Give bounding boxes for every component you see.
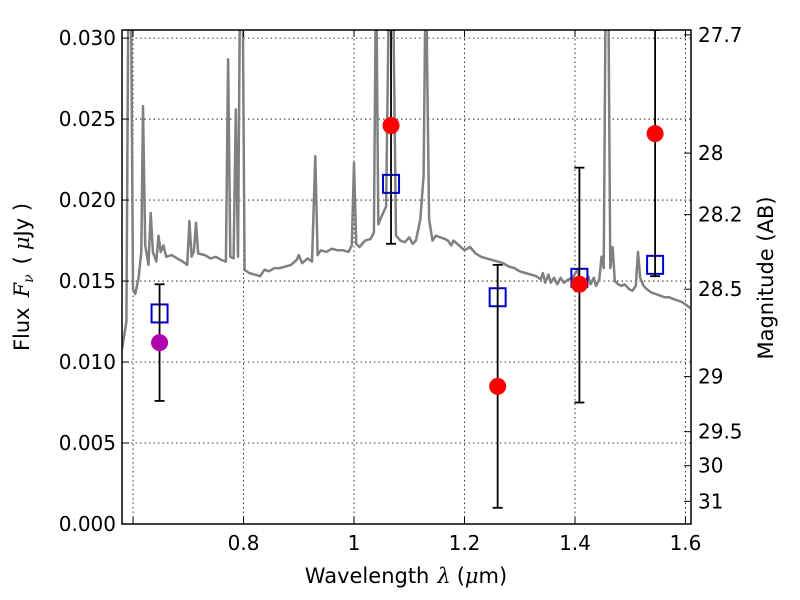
y-axis-title: FluxFν(μJy ): [10, 203, 37, 351]
y2-tick-label: 28.5: [698, 277, 743, 301]
photometry-point: [646, 125, 664, 143]
y2-tick-label: 27.7: [698, 23, 743, 47]
photometry-point: [382, 117, 400, 135]
y2-tick-label: 29.5: [698, 420, 743, 444]
y2-tick-label: 31: [698, 489, 723, 513]
y-tick-label: 0.015: [59, 269, 116, 293]
plot-frame: [121, 29, 692, 525]
y2-tick-label: 28: [698, 141, 723, 165]
y-tick-label: 0.020: [59, 188, 116, 212]
photometry-point: [570, 275, 588, 293]
y-tick-label: 0.030: [59, 26, 116, 50]
photometry-point: [489, 377, 507, 395]
y2-axis-title: Magnitude (AB): [754, 196, 778, 359]
plot-area: [122, 30, 691, 524]
data-layer: [122, 30, 691, 509]
y-tick-label: 0.010: [59, 350, 116, 374]
spectrum-line: [122, 30, 691, 350]
y2-tick-label: 29: [698, 365, 723, 389]
x-axis-title: Wavelength λ (μm): [305, 564, 507, 588]
axis-ticks: 0.8 1 1.2 1.4 1.6 0.000 0.005 0.010 0.015 0.020 0.…: [59, 23, 743, 555]
y-tick-label: 0.025: [59, 107, 116, 131]
y2-tick-label: 28.2: [698, 203, 743, 227]
x-tick-label: 0.8: [228, 531, 260, 555]
x-tick-label: 1: [348, 531, 361, 555]
x-tick-label: 1.2: [449, 531, 481, 555]
photometry-point: [151, 334, 169, 352]
y2-tick-label: 30: [698, 454, 723, 478]
y-tick-label: 0.005: [59, 431, 116, 455]
y-tick-label: 0.000: [59, 512, 116, 536]
x-tick-label: 1.6: [670, 531, 702, 555]
x-tick-label: 1.4: [559, 531, 591, 555]
